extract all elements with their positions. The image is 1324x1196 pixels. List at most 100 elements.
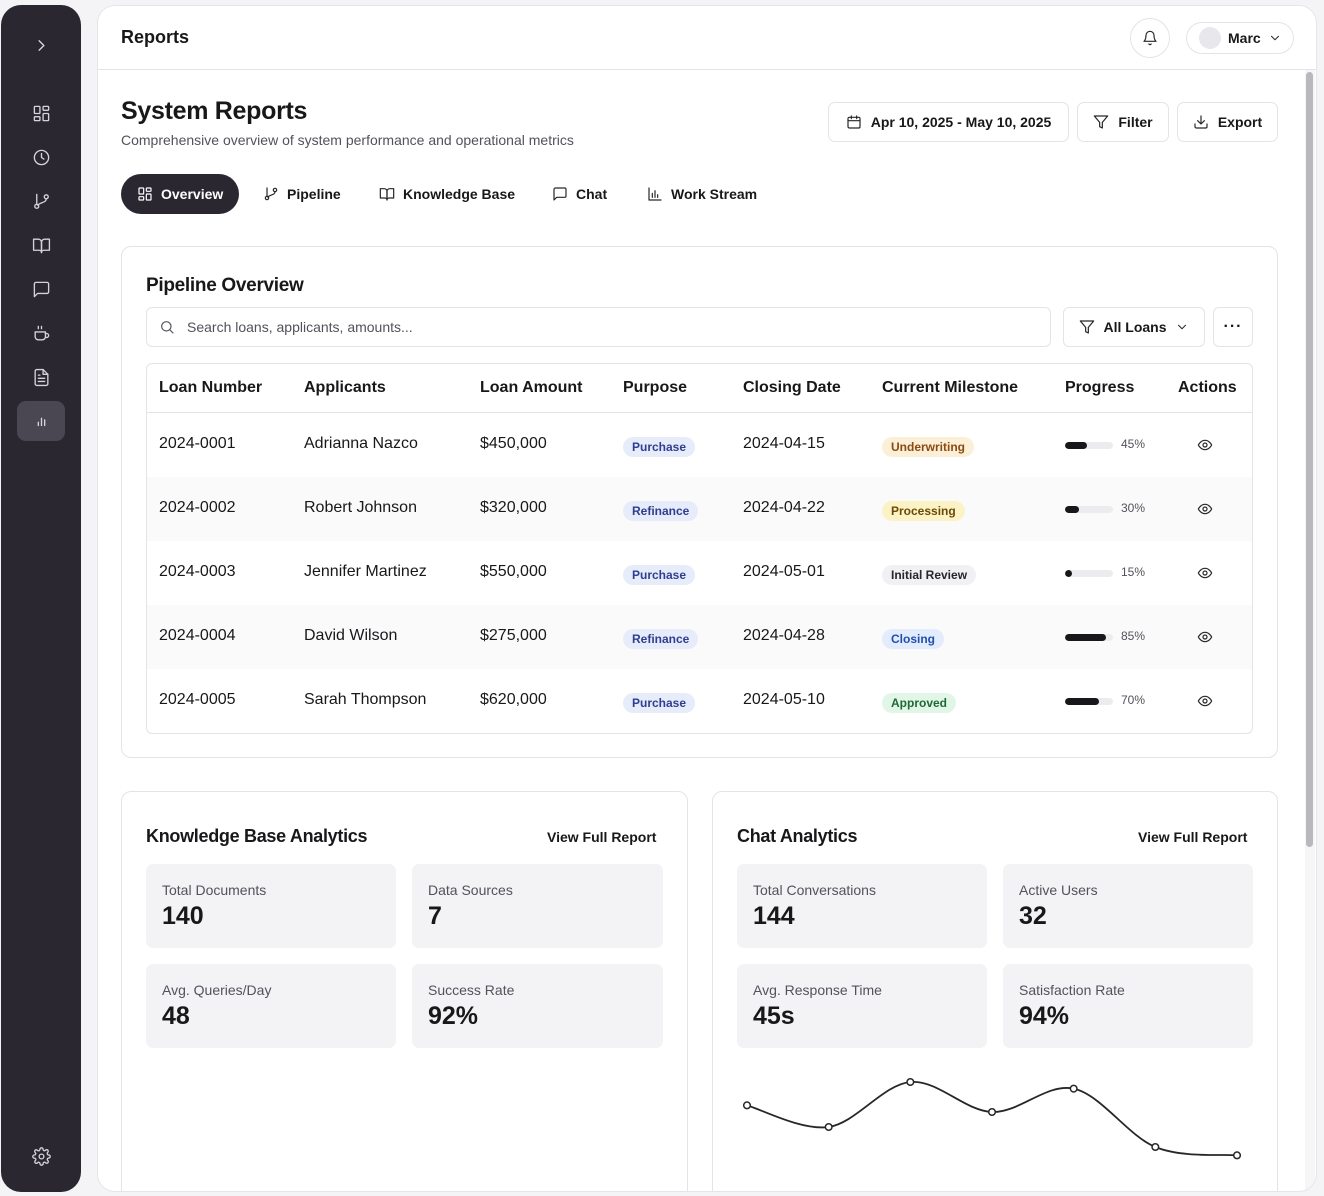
- stat-label: Success Rate: [428, 982, 515, 998]
- git-branch-icon[interactable]: [17, 181, 65, 221]
- table-row[interactable]: 2024-0001 Adrianna Nazco $450,000 Purcha…: [147, 413, 1252, 477]
- table-row[interactable]: 2024-0004 David Wilson $275,000 Refinanc…: [147, 605, 1252, 669]
- stat-label: Total Conversations: [753, 882, 876, 898]
- more-options-button[interactable]: ···: [1213, 307, 1253, 347]
- loan-number: 2024-0001: [159, 435, 236, 452]
- trend-point: [906, 1077, 915, 1087]
- table-row[interactable]: 2024-0003 Jennifer Martinez $550,000 Pur…: [147, 541, 1252, 605]
- section-title: System Reports: [121, 97, 308, 125]
- progress-fill: [1065, 506, 1080, 513]
- progress-bar: [1065, 442, 1113, 449]
- tab-overview[interactable]: Overview: [121, 174, 240, 214]
- section-subtitle: Comprehensive overview of system perform…: [121, 132, 574, 148]
- applicant: Jennifer Martinez: [304, 563, 427, 580]
- trend-point: [1069, 1084, 1078, 1093]
- stat-card: Success Rate 92%: [412, 964, 663, 1048]
- milestone-badge: Processing: [882, 501, 965, 521]
- stat-card: Satisfaction Rate 94%: [1003, 964, 1253, 1048]
- chat-icon: [553, 187, 567, 201]
- user-name: Marc: [1228, 30, 1261, 46]
- tab-label: Chat: [576, 186, 608, 202]
- view-icon[interactable]: [1197, 501, 1213, 517]
- notifications-button[interactable]: [1130, 18, 1170, 58]
- dashboard-icon[interactable]: [17, 93, 65, 133]
- column-header: Applicants: [304, 379, 386, 396]
- tab-label: Work Stream: [671, 186, 758, 202]
- applicant: David Wilson: [304, 627, 398, 644]
- purpose-badge: Purchase: [623, 565, 696, 585]
- scrollbar-thumb[interactable]: [1306, 72, 1313, 847]
- tab-chat[interactable]: Chat: [552, 174, 607, 214]
- filter-label: Filter: [1118, 114, 1153, 130]
- column-header: Closing Date: [743, 379, 841, 396]
- loan-number: 2024-0005: [159, 691, 236, 708]
- chat-analytics-card: Chat Analytics View Full Report Total Co…: [712, 791, 1278, 1191]
- stat-card: Avg. Queries/Day 48: [146, 964, 396, 1048]
- view-icon[interactable]: [1197, 693, 1213, 709]
- trend-point: [1232, 1151, 1242, 1160]
- book-icon: [379, 188, 395, 201]
- purpose-badge: Purchase: [623, 693, 696, 713]
- chat-view-report-link[interactable]: View Full Report: [1138, 829, 1248, 845]
- clock-icon[interactable]: [17, 137, 65, 177]
- bar-chart-icon[interactable]: [17, 401, 65, 441]
- export-button[interactable]: Export: [1177, 102, 1278, 142]
- sidebar: [1, 5, 81, 1192]
- pipeline-title: Pipeline Overview: [146, 275, 304, 296]
- stat-label: Data Sources: [428, 882, 513, 898]
- closing-date: 2024-05-10: [743, 691, 825, 708]
- view-icon[interactable]: [1197, 437, 1213, 453]
- applicant: Robert Johnson: [304, 499, 417, 516]
- purpose-badge: Refinance: [623, 629, 699, 649]
- applicant: Sarah Thompson: [304, 691, 427, 708]
- loan-filter-select[interactable]: All Loans: [1063, 307, 1205, 347]
- table-row[interactable]: 2024-0002 Robert Johnson $320,000 Refina…: [147, 477, 1252, 541]
- date-range-label: Apr 10, 2025 - May 10, 2025: [870, 114, 1052, 130]
- loan-amount: $550,000: [480, 563, 547, 580]
- user-menu[interactable]: Marc: [1186, 22, 1294, 54]
- main-panel: Reports Marc System Reports Comprehensiv…: [97, 5, 1317, 1192]
- stat-value: 140: [162, 902, 204, 930]
- tab-pipeline[interactable]: Pipeline: [263, 174, 341, 214]
- tab-knowledge-base[interactable]: Knowledge Base: [379, 174, 515, 214]
- tab-work-stream[interactable]: Work Stream: [647, 174, 757, 214]
- view-icon[interactable]: [1197, 629, 1213, 645]
- stat-label: Avg. Queries/Day: [162, 982, 272, 998]
- loan-number: 2024-0003: [159, 563, 236, 580]
- column-header: Loan Amount: [480, 379, 583, 396]
- purpose-badge: Purchase: [623, 437, 696, 457]
- search-box: [146, 307, 1051, 347]
- trend-point: [987, 1107, 997, 1117]
- coffee-icon[interactable]: [17, 313, 65, 353]
- trend-line: [746, 1081, 1238, 1157]
- tab-label: Overview: [161, 186, 224, 202]
- stat-value: 92%: [428, 1002, 479, 1030]
- book-icon[interactable]: [17, 225, 65, 265]
- topbar: Reports Marc: [98, 6, 1316, 70]
- avatar: [1199, 27, 1221, 49]
- tab-label: Pipeline: [287, 186, 341, 202]
- stat-label: Active Users: [1019, 882, 1098, 898]
- progress-label: 30%: [1121, 501, 1146, 515]
- expand-icon[interactable]: [17, 25, 65, 65]
- table-row[interactable]: 2024-0005 Sarah Thompson $620,000 Purcha…: [147, 669, 1252, 733]
- filter-button[interactable]: Filter: [1077, 102, 1169, 142]
- settings-icon[interactable]: [17, 1136, 65, 1176]
- stat-value: 7: [428, 902, 442, 930]
- progress-fill: [1065, 698, 1099, 705]
- loan-filter-label: All Loans: [1103, 319, 1167, 335]
- search-input[interactable]: [187, 319, 987, 335]
- progress-fill: [1065, 570, 1073, 577]
- date-range-button[interactable]: Apr 10, 2025 - May 10, 2025: [828, 102, 1069, 142]
- bar-chart-icon: [648, 187, 662, 201]
- chat-icon[interactable]: [17, 269, 65, 309]
- progress-label: 15%: [1121, 565, 1146, 579]
- column-header: Current Milestone: [882, 379, 1019, 396]
- kb-view-report-link[interactable]: View Full Report: [547, 829, 657, 845]
- pipeline-card: Pipeline Overview All Loans ··· Loan Num…: [121, 246, 1278, 758]
- view-icon[interactable]: [1197, 565, 1213, 581]
- progress-label: 45%: [1121, 437, 1146, 451]
- more-icon: ···: [1223, 318, 1243, 335]
- document-icon[interactable]: [17, 357, 65, 397]
- column-header: Loan Number: [159, 379, 263, 396]
